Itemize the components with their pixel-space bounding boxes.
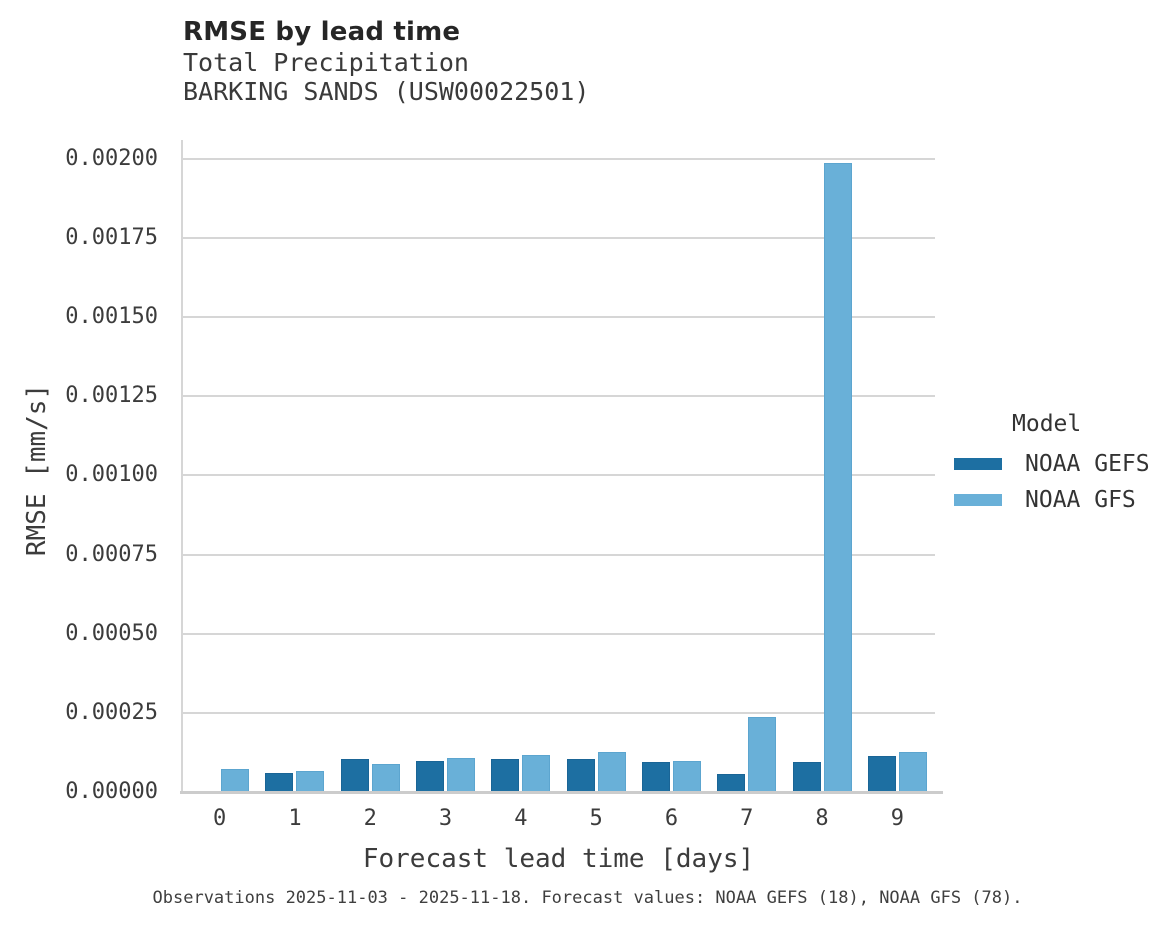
gridline bbox=[182, 474, 935, 477]
gridline bbox=[182, 395, 935, 398]
x-axis-spine bbox=[180, 791, 943, 794]
gridline bbox=[182, 632, 935, 635]
bar-noaa-gefs-lead-2 bbox=[340, 759, 369, 792]
x-tick-label: 2 bbox=[363, 806, 377, 831]
legend-label: NOAA GFS bbox=[1025, 487, 1136, 513]
legend-label: NOAA GEFS bbox=[1025, 451, 1150, 477]
bar-noaa-gfs-lead-1 bbox=[296, 771, 325, 792]
legend-swatch-icon bbox=[954, 458, 1002, 470]
x-tick-label: 4 bbox=[514, 806, 528, 831]
legend-items: NOAA GEFS NOAA GFS bbox=[954, 451, 1175, 513]
y-tick-label: 0.00025 bbox=[65, 699, 158, 725]
x-tick-label: 6 bbox=[664, 806, 679, 831]
y-tick-label: 0.00050 bbox=[65, 620, 158, 646]
x-tick-label: 9 bbox=[890, 806, 904, 831]
x-axis-label: Forecast lead time [days] bbox=[362, 844, 755, 874]
y-axis-spine bbox=[181, 140, 183, 792]
x-tick-label: 1 bbox=[288, 806, 302, 831]
bar-noaa-gfs-lead-4 bbox=[522, 754, 551, 792]
legend: Model NOAA GEFS NOAA GFS bbox=[954, 410, 1175, 523]
y-tick-label: 0.00125 bbox=[65, 383, 158, 409]
gridline bbox=[182, 237, 935, 240]
y-tick-label: 0.00075 bbox=[65, 541, 158, 567]
bar-noaa-gefs-lead-1 bbox=[265, 773, 294, 792]
bar-noaa-gefs-lead-9 bbox=[867, 755, 896, 792]
bar-noaa-gfs-lead-3 bbox=[447, 758, 476, 792]
bar-noaa-gefs-lead-3 bbox=[416, 760, 445, 792]
bar-noaa-gefs-lead-6 bbox=[641, 762, 670, 792]
bar-noaa-gefs-lead-4 bbox=[491, 759, 520, 792]
x-tick-label: 5 bbox=[589, 806, 603, 831]
legend-swatch-icon bbox=[954, 494, 1002, 506]
bar-noaa-gefs-lead-7 bbox=[717, 773, 746, 792]
x-tick-label: 8 bbox=[815, 806, 829, 831]
chart-title: RMSE by lead time bbox=[183, 17, 461, 47]
bar-noaa-gfs-lead-8 bbox=[823, 162, 852, 792]
gridline bbox=[182, 316, 935, 319]
gridline bbox=[182, 711, 935, 714]
caption: Observations 2025-11-03 - 2025-11-18. Fo… bbox=[152, 888, 1023, 908]
y-tick-label: 0.00000 bbox=[65, 779, 158, 804]
bar-noaa-gfs-lead-5 bbox=[597, 752, 626, 792]
gridline bbox=[182, 157, 935, 160]
chart-header: RMSE by lead time Total Precipitation BA… bbox=[183, 16, 589, 106]
bar-noaa-gfs-lead-7 bbox=[748, 717, 777, 792]
plot-area bbox=[180, 140, 943, 794]
chart-subtitle-station: BARKING SANDS (USW00022501) bbox=[183, 77, 590, 106]
bar-noaa-gefs-lead-8 bbox=[792, 762, 821, 792]
x-tick-label: 0 bbox=[213, 806, 227, 831]
bar-noaa-gfs-lead-2 bbox=[371, 764, 400, 792]
bar-noaa-gfs-lead-0 bbox=[221, 768, 250, 792]
chart-subtitle-variable: Total Precipitation bbox=[183, 48, 469, 77]
y-tick-label: 0.00175 bbox=[65, 225, 158, 251]
legend-item: NOAA GEFS bbox=[954, 451, 1175, 477]
y-tick-label: 0.00100 bbox=[65, 462, 158, 488]
y-tick-label: 0.00150 bbox=[65, 304, 158, 330]
x-tick-label: 3 bbox=[438, 806, 453, 831]
y-tick-label: 0.00200 bbox=[65, 145, 158, 171]
x-tick-label: 7 bbox=[740, 806, 754, 831]
bar-noaa-gfs-lead-9 bbox=[898, 752, 927, 792]
bar-noaa-gfs-lead-6 bbox=[672, 761, 701, 792]
gridline bbox=[182, 553, 935, 556]
legend-title: Model bbox=[1012, 411, 1082, 437]
legend-item: NOAA GFS bbox=[954, 487, 1175, 513]
bar-noaa-gefs-lead-5 bbox=[566, 758, 595, 792]
